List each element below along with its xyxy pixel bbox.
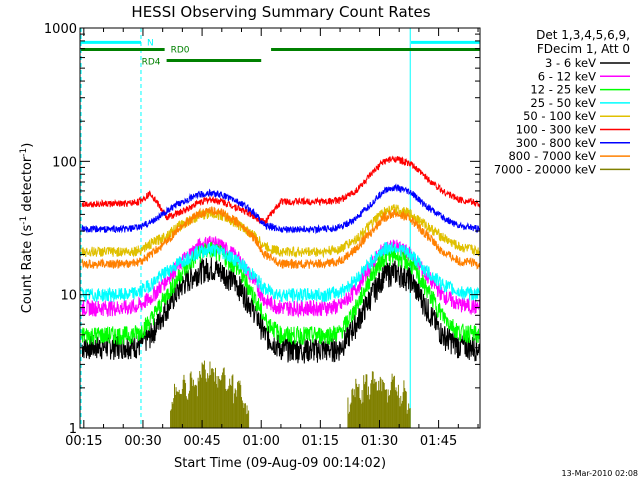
legend-label: 12 - 25 keV	[530, 83, 596, 97]
legend-label: 300 - 800 keV	[516, 136, 596, 150]
annotation-label: N	[147, 38, 154, 48]
footer-date: 13-Mar-2010 02:08	[562, 469, 639, 478]
y-tick-label: 100	[52, 155, 77, 170]
legend-label: 800 - 7000 keV	[508, 149, 596, 163]
legend-label: 50 - 100 keV	[523, 109, 596, 123]
plot-frame	[79, 27, 481, 429]
x-tick-label: 01:30	[361, 434, 398, 449]
y-axis-label-part: )	[20, 143, 35, 148]
series-line	[81, 183, 481, 235]
y-axis-label-exponent: -1	[19, 148, 29, 157]
y-axis-label: Count Rate (s-1 detector-1)	[19, 143, 35, 314]
series-line	[81, 206, 481, 270]
series-line	[81, 155, 481, 226]
legend: Det 1,3,4,5,6,9, FDecim 1, Att 0 3 - 6 k…	[494, 28, 630, 176]
legend-label: 6 - 12 keV	[538, 69, 596, 83]
legend-label: 3 - 6 keV	[545, 56, 596, 70]
y-axis-label-part: detector	[20, 156, 35, 216]
x-tick-label: 01:00	[242, 434, 279, 449]
x-tick-label: 00:30	[124, 434, 161, 449]
x-tick-label: 01:15	[302, 434, 339, 449]
y-tick-label: 1	[69, 422, 77, 437]
legend-header-line: FDecim 1, Att 0	[537, 42, 630, 56]
series-line	[81, 257, 481, 364]
x-axis: 00:15 00:30 00:45 01:00 01:15 01:30 01:45	[65, 28, 479, 449]
legend-label: 100 - 300 keV	[516, 123, 596, 137]
x-tick-label: 00:45	[183, 434, 220, 449]
x-tick-label: 01:45	[420, 434, 457, 449]
legend-label: 7000 - 20000 keV	[494, 162, 596, 176]
x-tick-label: 00:15	[65, 434, 102, 449]
plot-area: N RD0 RD4	[80, 28, 481, 428]
y-tick-label: 1000	[44, 22, 77, 37]
series-line	[81, 241, 481, 346]
annotation-label: RD0	[171, 45, 190, 55]
series-line	[81, 241, 481, 304]
annotation-label: RD4	[142, 58, 161, 68]
y-axis-label-exponent: -1	[19, 216, 29, 225]
legend-label: 25 - 50 keV	[530, 96, 596, 110]
chart-title: HESSI Observing Summary Count Rates	[131, 3, 430, 21]
y-axis-label-part: Count Rate (s	[20, 225, 35, 314]
x-axis-label: Start Time (09-Aug-09 00:14:02)	[174, 456, 386, 471]
legend-header-line: Det 1,3,4,5,6,9,	[536, 28, 630, 42]
y-tick-label: 10	[60, 289, 77, 304]
